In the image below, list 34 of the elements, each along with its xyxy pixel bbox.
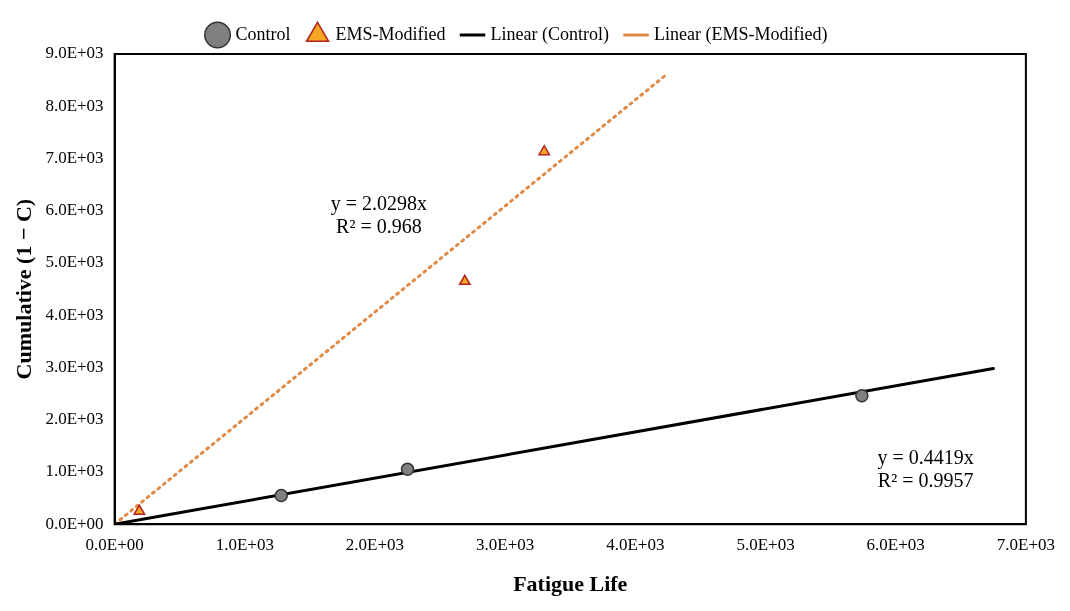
x-tick-label: 1.0E+03 — [215, 534, 274, 554]
y-tick-label: 4.0E+03 — [45, 304, 104, 324]
x-tick-label: 6.0E+03 — [866, 534, 925, 554]
x-tick-label: 0.0E+00 — [85, 534, 144, 554]
point — [538, 144, 551, 156]
x-tick-label: 2.0E+03 — [345, 534, 405, 554]
y-tick-label: 8.0E+03 — [45, 95, 104, 115]
point — [400, 462, 415, 477]
y-tick-label: 1.0E+03 — [45, 461, 104, 481]
point — [133, 504, 146, 515]
y-tick-label: 6.0E+03 — [45, 200, 104, 220]
annotation: R² = 0.9957 — [877, 469, 974, 492]
x-tick-label: 3.0E+03 — [476, 534, 535, 554]
y-tick-label: 9.0E+03 — [45, 43, 104, 63]
annotation: y = 0.4419x — [877, 445, 974, 469]
legend-label: Linear (Control) — [490, 23, 610, 45]
point — [855, 388, 869, 403]
x-tick-label: 5.0E+03 — [736, 534, 795, 554]
y-tick-label: 3.0E+03 — [45, 356, 104, 376]
legend-label: Control — [235, 23, 291, 44]
x-tick-label: 4.0E+03 — [606, 534, 665, 554]
point — [458, 274, 471, 286]
point — [274, 488, 288, 503]
y-tick-label: 7.0E+03 — [45, 147, 104, 167]
x-tick-label: 7.0E+03 — [996, 534, 1056, 554]
annotation: y = 2.0298x — [330, 191, 428, 215]
legend-label: Linear (EMS-Modified) — [654, 23, 828, 45]
legend-label: EMS-Modified — [335, 23, 446, 44]
y-tick-label: 5.0E+03 — [45, 252, 104, 272]
y-axis-title: Cumulative (1 − C) — [10, 198, 36, 380]
y-tick-label: 2.0E+03 — [45, 409, 104, 429]
y-tick-label: 0.0E+00 — [45, 513, 104, 533]
annotation: R² = 0.968 — [336, 215, 422, 238]
x-axis-title: Fatigue Life — [513, 571, 628, 597]
